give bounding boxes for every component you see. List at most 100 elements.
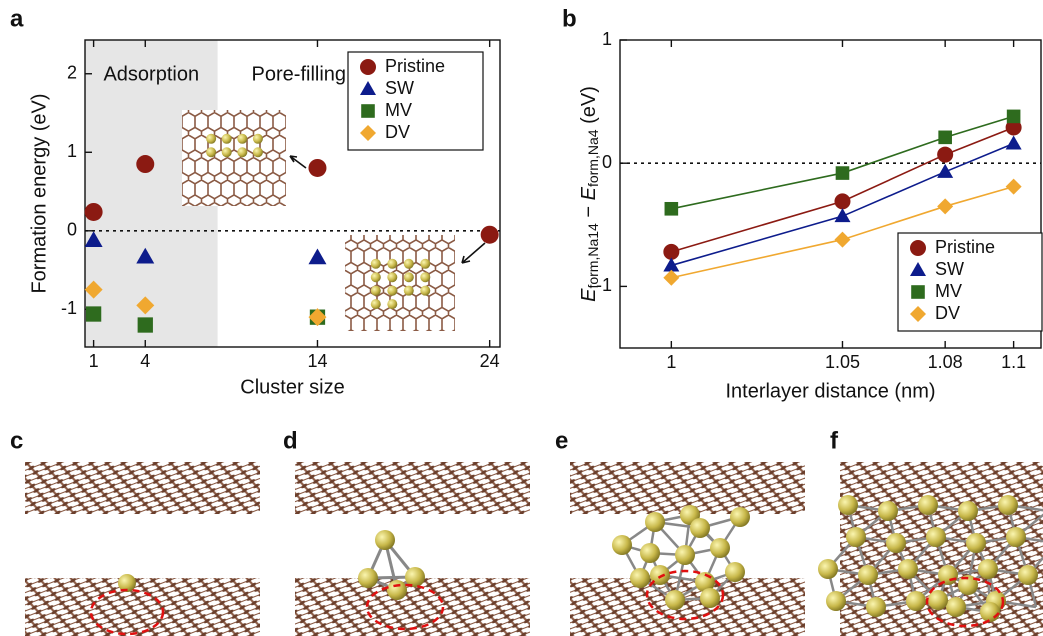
y-tick-label: -1 bbox=[61, 298, 77, 318]
x-tick-label: 4 bbox=[140, 351, 150, 371]
sodium-atom bbox=[640, 543, 660, 563]
sodium-atom bbox=[1018, 565, 1038, 585]
marker bbox=[834, 193, 850, 209]
sodium-atom bbox=[237, 147, 247, 157]
x-axis-label: Cluster size bbox=[240, 376, 344, 398]
marker bbox=[85, 203, 103, 221]
sodium-atom bbox=[237, 134, 247, 144]
sodium-atom bbox=[387, 580, 407, 600]
sodium-atom bbox=[826, 591, 846, 611]
legend-label: Pristine bbox=[385, 56, 445, 76]
y-tick-label: 2 bbox=[67, 63, 77, 83]
sodium-atom bbox=[387, 272, 397, 282]
y-tick-label: 1 bbox=[67, 141, 77, 161]
sodium-atom bbox=[645, 512, 665, 532]
marker bbox=[836, 166, 850, 180]
sodium-atom bbox=[866, 597, 886, 617]
y-axis-label-part: (eV) bbox=[578, 86, 600, 129]
sodium-atom bbox=[700, 588, 720, 608]
sodium-atom bbox=[253, 134, 263, 144]
sodium-atom bbox=[420, 259, 430, 269]
panel-label: d bbox=[283, 427, 298, 454]
y-axis-label-part: form,Na14 bbox=[585, 223, 601, 289]
legend-label: SW bbox=[935, 259, 964, 279]
legend-label: SW bbox=[385, 78, 414, 98]
marker bbox=[834, 208, 850, 222]
y-axis-label-part: E bbox=[578, 186, 600, 200]
marker bbox=[834, 232, 850, 248]
panel-label: f bbox=[830, 427, 839, 454]
sodium-atom bbox=[886, 533, 906, 553]
sodium-atom bbox=[404, 272, 414, 282]
sodium-atom bbox=[371, 299, 381, 309]
region-label: Pore-filling bbox=[252, 63, 346, 85]
graphene-sheet bbox=[25, 578, 260, 636]
sodium-atom bbox=[958, 501, 978, 521]
sodium-atom bbox=[838, 495, 858, 515]
y-tick-label: 0 bbox=[602, 152, 612, 172]
sodium-atom bbox=[675, 545, 695, 565]
sodium-atom bbox=[420, 272, 430, 282]
marker bbox=[1007, 110, 1021, 124]
marker bbox=[308, 159, 326, 177]
x-tick-label: 1 bbox=[89, 351, 99, 371]
sodium-atom bbox=[690, 518, 710, 538]
sodium-atom bbox=[358, 568, 378, 588]
sodium-atom bbox=[710, 538, 730, 558]
sodium-atom bbox=[878, 501, 898, 521]
marker bbox=[938, 131, 952, 145]
sodium-atom bbox=[725, 562, 745, 582]
sodium-atom bbox=[253, 147, 263, 157]
sodium-atom bbox=[946, 597, 966, 617]
marker bbox=[663, 270, 679, 286]
legend-marker bbox=[911, 285, 925, 299]
sodium-atom bbox=[630, 568, 650, 588]
sodium-atom bbox=[980, 602, 1000, 622]
sodium-atom bbox=[404, 259, 414, 269]
x-tick-label: 1.08 bbox=[928, 352, 963, 372]
structure-panels: c d e f bbox=[10, 427, 1043, 636]
graphene-sheet bbox=[295, 462, 530, 514]
sodium-atom bbox=[818, 559, 838, 579]
sodium-atom bbox=[404, 286, 414, 296]
sodium-atom bbox=[371, 259, 381, 269]
legend-label: DV bbox=[935, 303, 960, 323]
x-axis-label: Interlayer distance (nm) bbox=[725, 380, 935, 402]
sodium-atom bbox=[206, 134, 216, 144]
y-axis-label-part: form,Na4 bbox=[585, 129, 601, 187]
arrow bbox=[290, 156, 306, 168]
y-axis-label-part: − bbox=[578, 200, 600, 223]
panel-label: c bbox=[10, 427, 23, 454]
sodium-atom bbox=[730, 507, 750, 527]
marker bbox=[308, 248, 326, 264]
x-tick-label: 1.05 bbox=[825, 352, 860, 372]
marker bbox=[937, 147, 953, 163]
inset-structure bbox=[345, 235, 455, 331]
page: c d e f aAdsorptionPore-filling141424-10… bbox=[0, 0, 1043, 636]
y-axis-label-part: E bbox=[578, 288, 600, 302]
sodium-atom bbox=[966, 533, 986, 553]
legend-label: Pristine bbox=[935, 237, 995, 257]
marker bbox=[937, 198, 953, 214]
y-tick-label: 0 bbox=[67, 220, 77, 240]
panel-label: b bbox=[562, 5, 577, 32]
marker bbox=[665, 202, 679, 216]
panel-label: a bbox=[10, 5, 24, 32]
y-tick-label: 1 bbox=[602, 29, 612, 49]
sodium-atom bbox=[906, 591, 926, 611]
sodium-atom bbox=[978, 559, 998, 579]
sodium-atom bbox=[387, 299, 397, 309]
sodium-atom bbox=[206, 147, 216, 157]
sodium-atom bbox=[222, 147, 232, 157]
sodium-atom bbox=[612, 535, 632, 555]
figure: c d e f aAdsorptionPore-filling141424-10… bbox=[0, 0, 1043, 636]
sodium-atom bbox=[846, 527, 866, 547]
legend-label: MV bbox=[385, 100, 412, 120]
sodium-atom bbox=[665, 590, 685, 610]
marker bbox=[86, 306, 101, 321]
sodium-atom bbox=[371, 272, 381, 282]
sodium-atom bbox=[222, 134, 232, 144]
legend-marker bbox=[910, 240, 926, 256]
sodium-atom bbox=[1006, 527, 1026, 547]
y-axis-label: Formation energy (eV) bbox=[28, 93, 50, 293]
